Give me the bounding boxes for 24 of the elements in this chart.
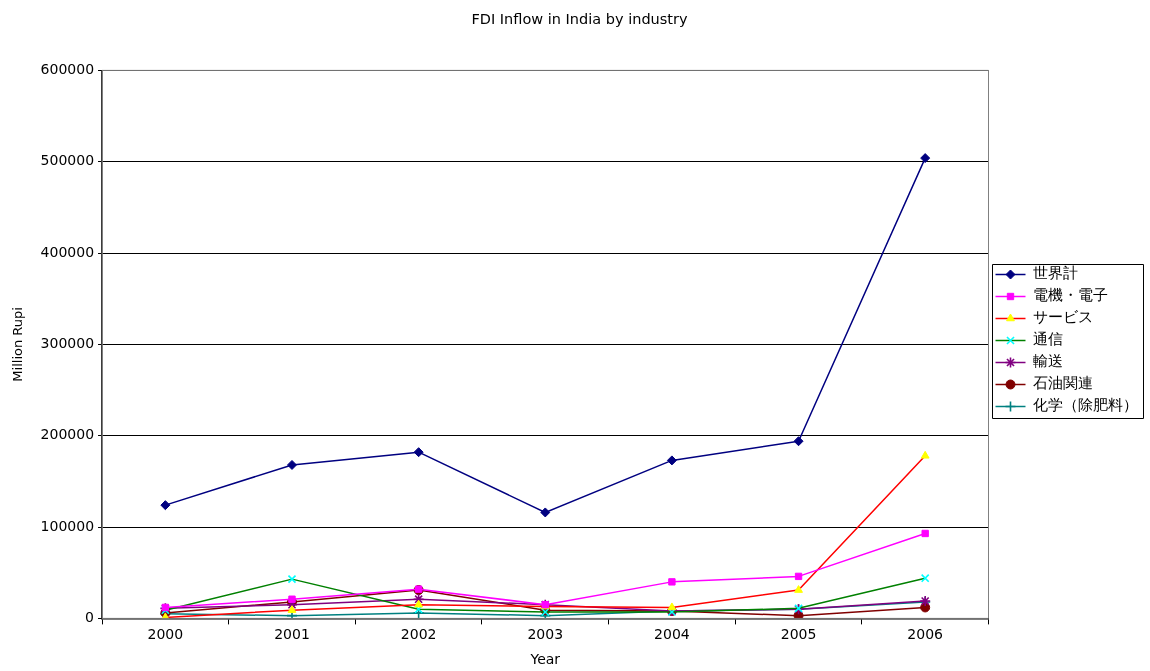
x-tick-label: 2005 [780,626,817,643]
y-axis-title: Million Rupi [10,307,26,382]
x-axis-title: Year [529,651,561,668]
y-tick-label: 0 [85,609,95,626]
legend-label: 化学（除肥料） [1033,396,1138,415]
legend-label: 電機・電子 [1033,286,1108,305]
y-tick-label: 200000 [40,426,95,443]
legend-label: 通信 [1033,330,1063,349]
legend-label: 輸送 [1033,352,1063,371]
y-tick-label: 500000 [40,152,95,169]
x-tick-label: 2003 [527,626,564,643]
legend-label: 石油関連 [1033,374,1093,393]
x-tick-label: 2001 [274,626,310,643]
x-tick-label: 2002 [400,626,437,643]
x-tick-label: 2006 [907,626,944,643]
x-tick-label: 2000 [147,626,184,643]
y-tick-label: 400000 [40,243,95,260]
legend-label: サービス [1033,308,1093,327]
y-tick-label: 600000 [40,61,95,78]
y-tick-label: 300000 [40,335,95,352]
x-tick-label: 2004 [654,626,690,643]
chart-title: FDI Inflow in India by industry [471,11,688,28]
legend-label: 世界計 [1033,264,1078,283]
y-tick-label: 100000 [40,517,95,534]
